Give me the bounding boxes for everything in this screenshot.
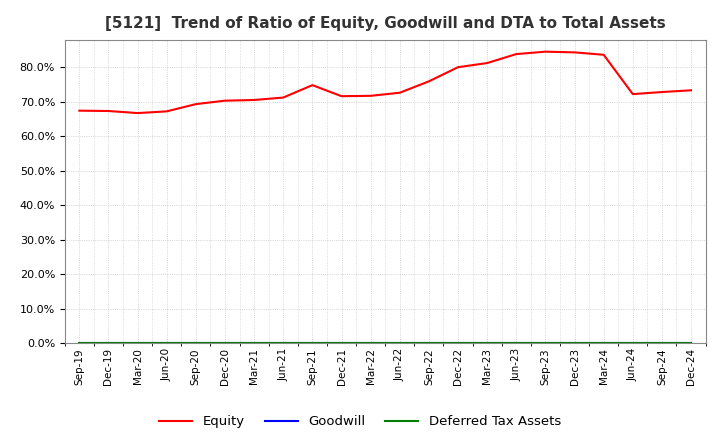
Deferred Tax Assets xyxy=(337,341,346,346)
Goodwill xyxy=(483,341,492,346)
Goodwill xyxy=(163,341,171,346)
Goodwill xyxy=(308,341,317,346)
Equity xyxy=(570,50,579,55)
Deferred Tax Assets xyxy=(192,341,200,346)
Equity xyxy=(366,93,375,99)
Deferred Tax Assets xyxy=(512,341,521,346)
Deferred Tax Assets xyxy=(366,341,375,346)
Goodwill xyxy=(104,341,113,346)
Deferred Tax Assets xyxy=(599,341,608,346)
Goodwill xyxy=(395,341,404,346)
Deferred Tax Assets xyxy=(104,341,113,346)
Goodwill xyxy=(425,341,433,346)
Goodwill xyxy=(220,341,229,346)
Equity xyxy=(250,97,258,103)
Goodwill xyxy=(250,341,258,346)
Deferred Tax Assets xyxy=(541,341,550,346)
Equity xyxy=(629,92,637,97)
Goodwill xyxy=(687,341,696,346)
Equity xyxy=(104,108,113,114)
Equity xyxy=(163,109,171,114)
Deferred Tax Assets xyxy=(133,341,142,346)
Goodwill xyxy=(366,341,375,346)
Deferred Tax Assets xyxy=(163,341,171,346)
Equity xyxy=(308,82,317,88)
Deferred Tax Assets xyxy=(570,341,579,346)
Deferred Tax Assets xyxy=(454,341,462,346)
Goodwill xyxy=(570,341,579,346)
Deferred Tax Assets xyxy=(220,341,229,346)
Goodwill xyxy=(512,341,521,346)
Deferred Tax Assets xyxy=(75,341,84,346)
Equity xyxy=(337,94,346,99)
Equity xyxy=(133,110,142,116)
Deferred Tax Assets xyxy=(687,341,696,346)
Equity xyxy=(454,65,462,70)
Goodwill xyxy=(337,341,346,346)
Legend: Equity, Goodwill, Deferred Tax Assets: Equity, Goodwill, Deferred Tax Assets xyxy=(154,410,566,433)
Equity xyxy=(483,60,492,66)
Goodwill xyxy=(541,341,550,346)
Goodwill xyxy=(657,341,666,346)
Equity xyxy=(657,89,666,95)
Title: [5121]  Trend of Ratio of Equity, Goodwill and DTA to Total Assets: [5121] Trend of Ratio of Equity, Goodwil… xyxy=(105,16,665,32)
Equity xyxy=(192,102,200,107)
Line: Equity: Equity xyxy=(79,51,691,113)
Equity xyxy=(279,95,287,100)
Equity xyxy=(512,51,521,57)
Goodwill xyxy=(279,341,287,346)
Equity xyxy=(220,98,229,103)
Equity xyxy=(687,88,696,93)
Equity xyxy=(425,79,433,84)
Deferred Tax Assets xyxy=(483,341,492,346)
Deferred Tax Assets xyxy=(250,341,258,346)
Goodwill xyxy=(75,341,84,346)
Deferred Tax Assets xyxy=(657,341,666,346)
Deferred Tax Assets xyxy=(425,341,433,346)
Goodwill xyxy=(192,341,200,346)
Deferred Tax Assets xyxy=(395,341,404,346)
Equity xyxy=(541,49,550,54)
Equity xyxy=(599,52,608,57)
Goodwill xyxy=(454,341,462,346)
Goodwill xyxy=(599,341,608,346)
Equity xyxy=(395,90,404,95)
Deferred Tax Assets xyxy=(629,341,637,346)
Goodwill xyxy=(629,341,637,346)
Equity xyxy=(75,108,84,114)
Deferred Tax Assets xyxy=(279,341,287,346)
Deferred Tax Assets xyxy=(308,341,317,346)
Goodwill xyxy=(133,341,142,346)
